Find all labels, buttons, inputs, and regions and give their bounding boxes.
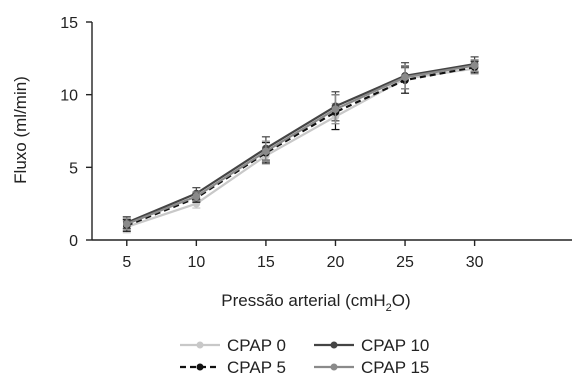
legend-label: CPAP 5 [227,358,286,377]
data-point [122,220,131,228]
series-cpap-10 [122,56,479,229]
series-line [126,66,475,227]
series-line [126,67,475,228]
legend-swatch-marker [196,341,204,349]
series-cpap-15 [122,59,479,231]
legend-label: CPAP 15 [361,358,429,377]
y-tick-label: 0 [69,233,78,250]
y-tick-label: 10 [60,88,78,105]
series-cpap-0 [122,62,479,234]
x-tick-label: 30 [466,254,484,271]
axes: 0 5 10 15 5 10 15 20 25 30 [60,15,572,271]
legend-swatch-marker [330,341,338,349]
legend-item-cpap-15: CPAP 15 [314,358,429,377]
data-point [470,61,479,70]
y-tick-label: 5 [69,160,78,177]
legend-item-cpap-0: CPAP 0 [180,336,286,355]
y-axis-title: Fluxo (ml/min) [11,76,30,184]
data-point [331,105,340,113]
x-axis-title-main: Pressão arterial (cmH [221,291,385,310]
y-tick-label: 15 [60,15,78,32]
series-cpap-5 [122,60,479,232]
x-tick-label: 15 [257,254,275,271]
legend-label: CPAP 10 [361,336,429,355]
x-axis-title: Pressão arterial (cmH2O) [221,291,410,314]
series-line [126,64,475,226]
series-layer [122,56,479,234]
series-line [126,63,475,224]
legend-swatch-marker [330,363,338,371]
legend-label: CPAP 0 [227,336,286,355]
x-axis-title-subscript: 2 [386,302,392,314]
x-tick-label: 25 [396,254,414,271]
legend-item-cpap-5: CPAP 5 [180,358,286,377]
legend: CPAP 0 CPAP 10 CPAP 5 CPAP 15 [180,336,429,377]
x-tick-label: 5 [122,254,131,271]
data-point [401,73,409,82]
x-tick-label: 20 [327,254,345,271]
x-tick-label: 10 [187,254,205,271]
legend-item-cpap-10: CPAP 10 [314,336,429,355]
x-axis-title-tail: O) [392,291,411,310]
data-point [262,147,270,156]
legend-swatch-marker [196,363,204,371]
data-point [192,192,201,201]
